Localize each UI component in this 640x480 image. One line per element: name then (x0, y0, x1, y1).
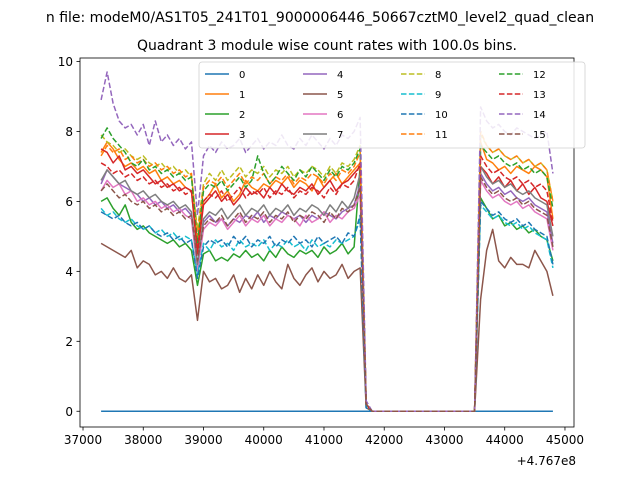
legend-box (198, 61, 586, 149)
x-tick-label: 45000 (546, 433, 584, 447)
legend-label-0: 0 (239, 70, 245, 81)
legend-label-4: 4 (337, 70, 343, 81)
legend-label-9: 9 (435, 90, 441, 101)
x-offset-label: +4.767e8 (517, 454, 576, 468)
x-tick-label: 41000 (305, 433, 343, 447)
series-line-7 (100, 165, 554, 413)
x-tick-label: 43000 (425, 433, 463, 447)
legend-label-7: 7 (337, 130, 343, 141)
series-line-8 (100, 134, 554, 413)
x-tick-label: 40000 (245, 433, 283, 447)
x-tick-label: 37000 (64, 433, 102, 447)
figure-title: n file: modeM0/AS1T05_241T01_9000006446_… (46, 10, 594, 26)
axes-layer: 37000 38000 39000 40000 41000 42000 43000 44000… (58, 55, 584, 468)
series-line-6 (100, 179, 554, 413)
x-tick-label: 39000 (184, 433, 222, 447)
x-tick-label: 38000 (124, 433, 162, 447)
series-line-5 (100, 228, 554, 413)
plot-frame (79, 57, 575, 428)
legend-label-11: 11 (435, 130, 448, 141)
legend-label-2: 2 (239, 110, 245, 121)
legend-label-14: 14 (533, 110, 546, 121)
x-tick-label: 44000 (486, 433, 524, 447)
series-line-14 (100, 71, 554, 413)
legend-label-10: 10 (435, 110, 448, 121)
legend-label-1: 1 (239, 90, 245, 101)
legend-label-13: 13 (533, 90, 546, 101)
chart-title: Quadrant 3 module wise count rates with … (137, 38, 517, 54)
y-tick-label: 6 (65, 195, 73, 209)
y-tick-label: 10 (58, 55, 73, 69)
series-line-2 (100, 165, 554, 413)
x-tick-label: 42000 (365, 433, 403, 447)
y-tick-label: 8 (65, 125, 73, 139)
series-line-10 (100, 200, 554, 413)
y-tick-label: 4 (65, 265, 73, 279)
series-line-15 (100, 176, 554, 413)
legend-label-6: 6 (337, 110, 343, 121)
series-line-11 (100, 130, 554, 413)
y-tick-label: 0 (65, 405, 73, 419)
series-line-13 (100, 155, 554, 413)
legend-label-15: 15 (533, 130, 546, 141)
legend-label-3: 3 (239, 130, 245, 141)
legend-label-8: 8 (435, 70, 441, 81)
series-layer (100, 71, 554, 413)
y-tick-label: 2 (65, 335, 73, 349)
legend-label-12: 12 (533, 70, 546, 81)
series-line-9 (100, 204, 554, 413)
legend-label-5: 5 (337, 90, 343, 101)
